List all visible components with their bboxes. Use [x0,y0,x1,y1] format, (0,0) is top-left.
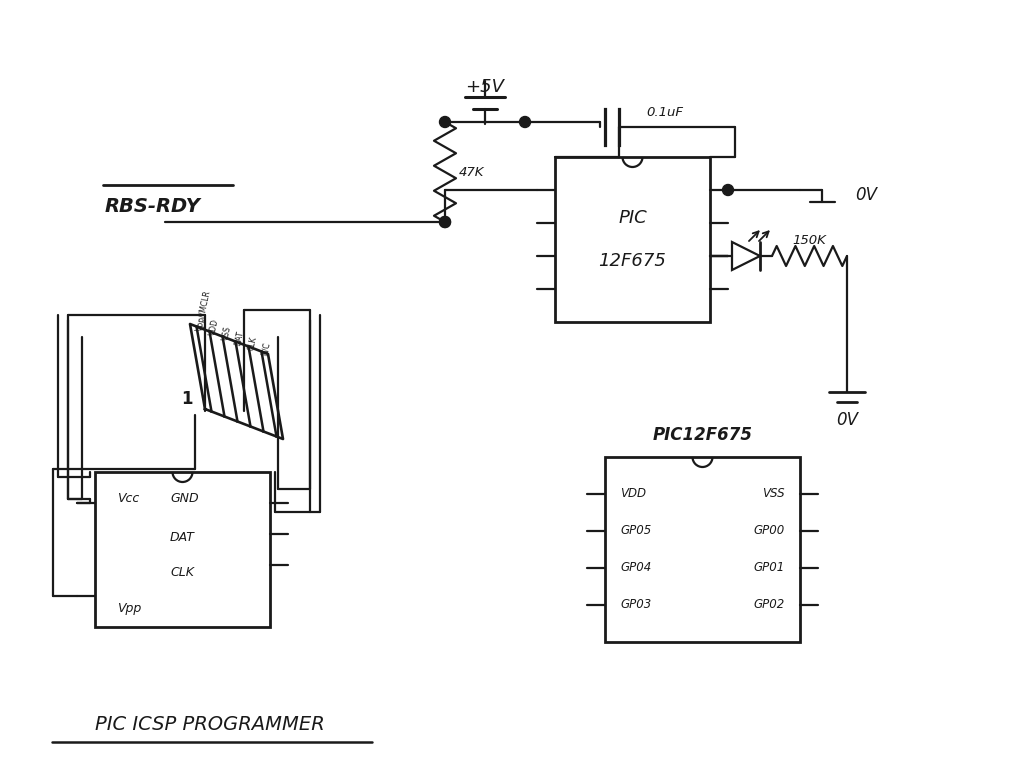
Text: VDD: VDD [620,487,646,500]
Text: VSS: VSS [763,487,785,500]
Text: N/C: N/C [260,342,271,357]
Text: PIC12F675: PIC12F675 [652,426,753,444]
Text: 150K: 150K [793,234,826,246]
Text: Vpp//MCLR: Vpp//MCLR [195,289,212,332]
Text: 1: 1 [181,390,193,408]
Text: RBS-RDY: RBS-RDY [105,197,201,217]
Text: CLK: CLK [170,566,194,579]
Bar [605,457,800,642]
Text: GP02: GP02 [754,598,785,611]
Text: GP01: GP01 [754,562,785,574]
Circle shape [439,217,451,228]
Text: VSS: VSS [221,326,232,342]
Text: 0V: 0V [855,186,877,204]
Text: 0.1uF: 0.1uF [646,106,683,119]
Circle shape [439,117,451,127]
Bar [555,157,710,322]
Bar [95,472,270,627]
Circle shape [519,117,530,127]
Text: Vcc: Vcc [117,492,139,505]
Circle shape [723,184,733,196]
Text: 0V: 0V [836,411,858,429]
Text: VDD: VDD [208,319,220,336]
Text: GND: GND [170,492,199,505]
Text: PIC ICSP PROGRAMMER: PIC ICSP PROGRAMMER [95,716,325,734]
Text: PIC: PIC [618,209,647,227]
Circle shape [439,217,451,228]
Text: GP03: GP03 [620,598,651,611]
Text: DAT: DAT [170,531,195,544]
Text: CLK: CLK [247,336,259,352]
Text: GP04: GP04 [620,562,651,574]
Text: GP05: GP05 [620,524,651,538]
Text: GP00: GP00 [754,524,785,538]
Text: Vpp: Vpp [117,602,141,615]
Text: 12F675: 12F675 [599,252,667,270]
Text: DAT: DAT [233,330,246,347]
Text: +5V: +5V [466,78,505,96]
Text: 47K: 47K [459,166,484,179]
